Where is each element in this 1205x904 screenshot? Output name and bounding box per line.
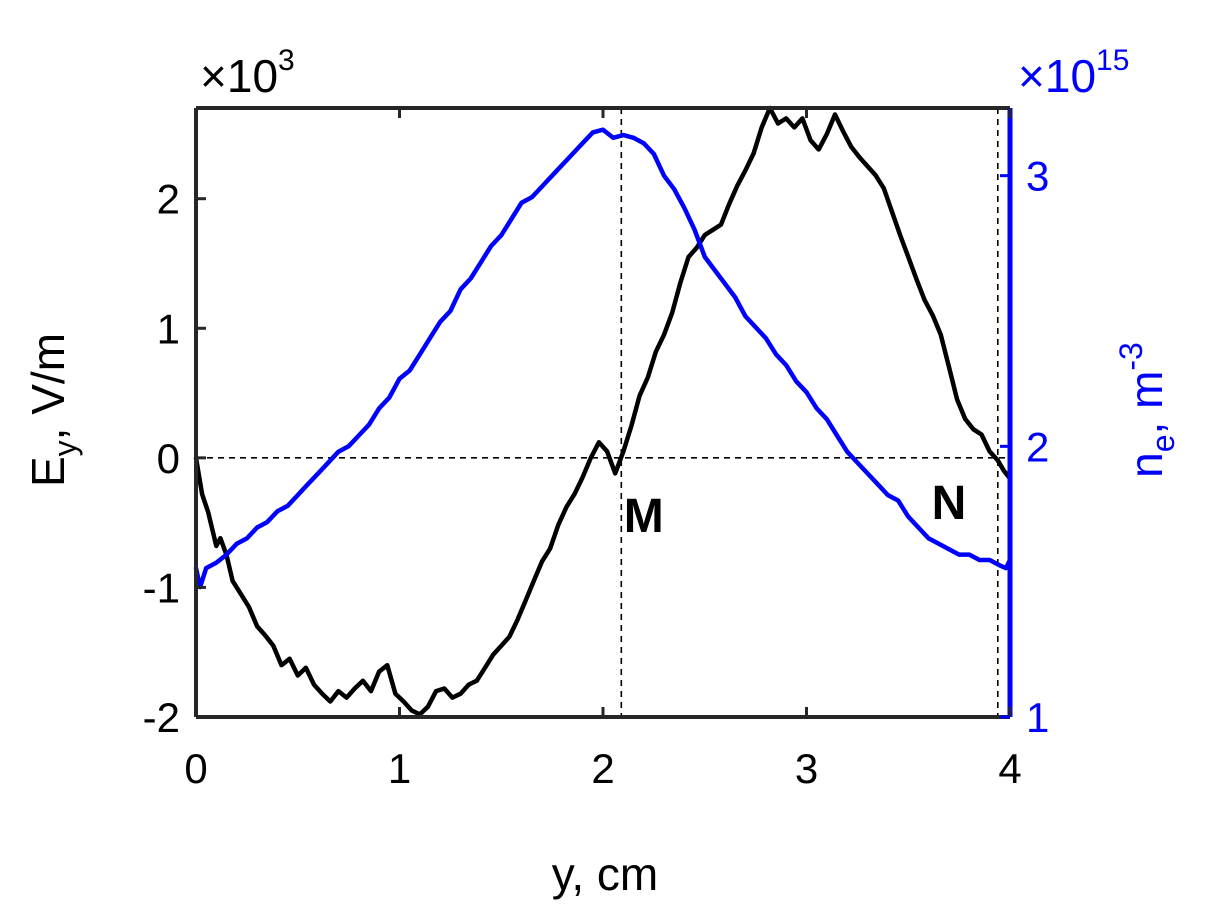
y-left-tick-label: -2 [143,694,180,741]
ticks-layer: 0 1 2 3 4 -2 -1 0 1 2 1 2 3 [143,108,1049,792]
x-tick-label: 4 [998,745,1021,792]
x-axis-label: y, cm [552,848,658,900]
y-axis-label-right: ne, m-3 [1113,342,1181,478]
y-left-tick-label: 1 [157,305,180,352]
y-right-tick-label: 1 [1026,694,1049,741]
y-left-tick-label: -1 [143,564,180,611]
annotation-n: N [932,477,967,530]
series-line-density [193,127,1013,590]
y-axis-label-left: Ey, V/m [22,333,83,487]
y-right-tick-label: 2 [1026,423,1049,470]
x-tick-label: 1 [388,745,411,792]
right-exponent: ×1015 [1018,44,1129,102]
x-tick-label: 2 [591,745,614,792]
annotation-m: M [624,490,664,543]
series-line-field [193,105,1013,717]
series-layer [193,105,1013,717]
x-tick-label: 3 [795,745,818,792]
y-right-tick-label: 3 [1026,153,1049,200]
y-left-tick-label: 0 [157,435,180,482]
left-exponent: ×103 [200,44,295,102]
y-left-tick-label: 2 [157,176,180,223]
x-tick-label: 0 [184,745,207,792]
